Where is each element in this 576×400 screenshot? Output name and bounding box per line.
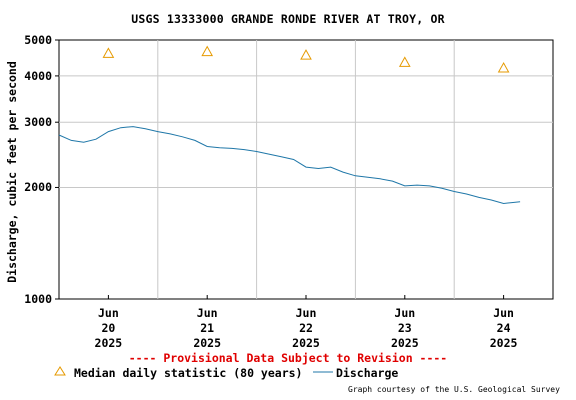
x-tick-day: 22	[299, 321, 313, 335]
legend-median-label: Median daily statistic (80 years)	[74, 366, 303, 380]
median-marker	[102, 47, 115, 58]
x-tick-label: Jun 23 2025	[380, 306, 430, 351]
y-tick-label: 5000	[24, 33, 52, 47]
x-tick-year: 2025	[292, 336, 320, 350]
x-tick-label: Jun 22 2025	[281, 306, 331, 351]
median-marker	[398, 56, 411, 67]
x-tick-day: 24	[496, 321, 511, 335]
x-tick-day: 20	[101, 321, 116, 335]
y-tick-label: 2000	[24, 180, 52, 195]
provisional-notice: ---- Provisional Data Subject to Revisio…	[128, 351, 448, 365]
series-layer	[58, 45, 521, 205]
x-tick-year: 2025	[489, 336, 518, 350]
x-tick-month: Jun	[196, 306, 218, 320]
y-tick-label: 1000	[24, 292, 52, 306]
credit-text: Graph courtesy of the U.S. Geological Su…	[348, 385, 560, 394]
x-tick-year: 2025	[193, 336, 222, 350]
x-tick-year: 2025	[94, 336, 123, 350]
median-marker	[300, 49, 312, 60]
discharge-line	[58, 126, 521, 205]
x-tick-day: 21	[200, 321, 215, 335]
grid-lines	[55, 39, 553, 300]
y-tick-label: 4000	[24, 68, 52, 83]
x-tick-label: Jun 21 2025	[182, 306, 232, 351]
x-tick-day: 23	[397, 321, 412, 335]
y-tick-label: 3000	[24, 115, 52, 130]
plot-frame	[58, 39, 554, 300]
median-marker	[201, 45, 214, 57]
x-tick-month: Jun	[493, 306, 514, 320]
x-tick-label: Jun 20 2025	[83, 306, 133, 351]
x-tick-month: Jun	[98, 306, 119, 320]
chart-title: USGS 13333000 GRANDE RONDE RIVER AT TROY…	[131, 12, 445, 26]
x-tick-month: Jun	[394, 306, 416, 320]
median-marker	[497, 62, 510, 73]
legend-discharge-label: Discharge	[336, 366, 399, 380]
x-tick-month: Jun	[295, 306, 317, 320]
x-tick-label: Jun 24 2025	[479, 306, 529, 351]
x-tick-year: 2025	[390, 336, 419, 350]
